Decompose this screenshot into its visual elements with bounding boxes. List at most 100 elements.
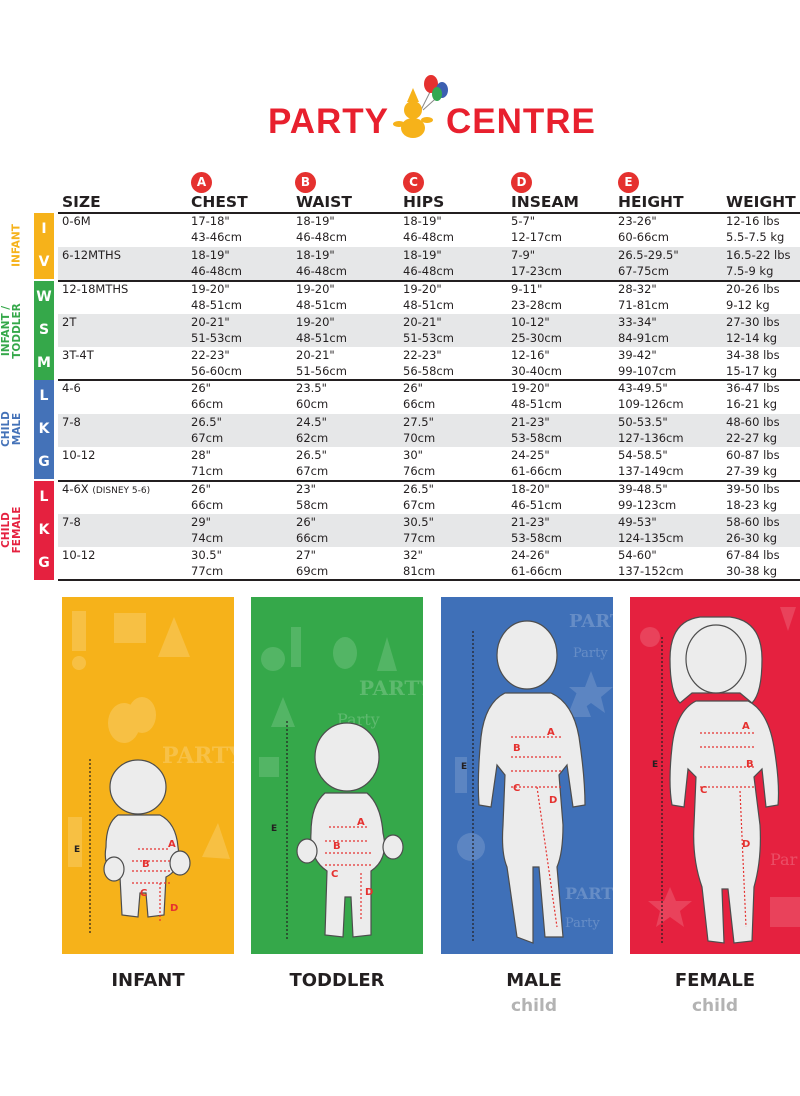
cell-inseam: 9-11" 23-28cm <box>511 282 562 312</box>
cell-inseam: 21-23" 53-58cm <box>511 515 562 545</box>
group-label-child-female: CHILD FEMALE <box>0 506 23 554</box>
cell-weight: 20-26 lbs 9-12 kg <box>726 282 780 312</box>
size-note: (DISNEY 5-6) <box>92 486 151 496</box>
group-label-infant: INFANT <box>10 224 23 267</box>
cell-waist: 26.5" 67cm <box>296 448 329 478</box>
table-row: 4-6X (DISNEY 5-6) 26" 66cm 23" 58cm 26.5" 67cm… <box>58 481 800 514</box>
figure-sub-male: child <box>510 996 557 1016</box>
cell-waist: 18-19" 46-48cm <box>296 248 347 278</box>
bear-balloons-icon <box>393 75 448 138</box>
cell-weight: 34-38 lbs 15-17 kg <box>726 348 780 378</box>
table-divider <box>58 379 800 381</box>
size-code-i: I <box>34 213 54 246</box>
header-inseam: INSEAM <box>511 193 579 211</box>
badge-inseam: D <box>511 172 532 193</box>
svg-text:D: D <box>549 795 557 806</box>
figure-label-infant: INFANT <box>111 970 185 991</box>
cell-inseam: 24-26" 61-66cm <box>511 548 562 578</box>
cell-height: 54-58.5" 137-149cm <box>618 448 684 478</box>
svg-text:A: A <box>168 839 176 850</box>
brand-word-left: PARTY <box>268 102 390 141</box>
cell-size: 6-12MTHS <box>62 248 121 262</box>
cell-waist: 19-20" 48-51cm <box>296 282 347 312</box>
table-row: 2T 20-21" 51-53cm 19-20" 48-51cm 20-21" 51-53c… <box>58 314 800 347</box>
table-row: 10-12 30.5" 77cm 27" 69cm 32" 81cm 24-26" 61-66c… <box>58 547 800 580</box>
cell-hips: 18-19" 46-48cm <box>403 248 454 278</box>
cell-height: 33-34" 84-91cm <box>618 315 669 345</box>
table-row: 4-6 26" 66cm 23.5" 60cm 26" 66cm 19-20" 48-51cm 4… <box>58 380 800 413</box>
svg-text:A: A <box>742 721 750 732</box>
cell-height: 39-42" 99-107cm <box>618 348 677 378</box>
cell-hips: 22-23" 56-58cm <box>403 348 454 378</box>
cell-inseam: 24-25" 61-66cm <box>511 448 562 478</box>
cell-size: 3T-4T <box>62 348 94 362</box>
svg-text:C: C <box>331 869 338 880</box>
size-code-l-male: L <box>34 380 54 413</box>
figure-panel-toddler: PARTY Party A B C D E <box>251 597 423 954</box>
cell-inseam: 19-20" 48-51cm <box>511 381 562 411</box>
figure-panel-female: Par A B C D E <box>630 597 800 954</box>
cell-weight: 60-87 lbs 27-39 kg <box>726 448 780 478</box>
svg-text:B: B <box>333 841 341 852</box>
header-weight: WEIGHT <box>726 193 796 211</box>
svg-text:E: E <box>652 760 658 770</box>
cell-waist: 24.5" 62cm <box>296 415 329 445</box>
svg-text:B: B <box>746 759 754 770</box>
cell-hips: 18-19" 46-48cm <box>403 214 454 244</box>
cell-inseam: 12-16" 30-40cm <box>511 348 562 378</box>
cell-hips: 30.5" 77cm <box>403 515 436 545</box>
table-row: 12-18MTHS 19-20" 48-51cm 19-20" 48-51cm 19-20… <box>58 281 800 314</box>
cell-hips: 32" 81cm <box>403 548 436 578</box>
cell-weight: 27-30 lbs 12-14 kg <box>726 315 780 345</box>
table-divider <box>58 579 800 581</box>
size-code-m: M <box>34 347 54 380</box>
group-female-bar: L K G <box>34 481 54 580</box>
cell-waist: 23.5" 60cm <box>296 381 329 411</box>
header-waist: WAIST <box>296 193 352 211</box>
svg-text:PARTY: PARTY <box>359 676 423 700</box>
svg-text:D: D <box>742 839 750 850</box>
cell-waist: 23" 58cm <box>296 482 329 512</box>
badge-chest: A <box>191 172 212 193</box>
cell-height: 23-26" 60-66cm <box>618 214 669 244</box>
table-row: 10-12 28" 71cm 26.5" 67cm 30" 76cm 24-25" 61-66c… <box>58 447 800 480</box>
svg-text:PARTY: PARTY <box>565 884 613 903</box>
header-hips: HIPS <box>403 193 445 211</box>
cell-size: 7-8 <box>62 415 81 429</box>
svg-text:Party: Party <box>573 646 608 661</box>
cell-hips: 19-20" 48-51cm <box>403 282 454 312</box>
svg-text:C: C <box>700 785 707 796</box>
badge-hips: C <box>403 172 424 193</box>
svg-text:B: B <box>142 859 150 870</box>
svg-text:C: C <box>140 888 147 899</box>
table-divider <box>58 280 800 282</box>
cell-weight: 48-60 lbs 22-27 kg <box>726 415 780 445</box>
cell-size: 10-12 <box>62 548 96 562</box>
figure-label-female: FEMALE <box>674 970 756 991</box>
figure-panel-infant: PARTY A B C D E <box>62 597 234 954</box>
cell-waist: 27" 69cm <box>296 548 329 578</box>
figure-label-male: MALE <box>506 970 562 991</box>
cell-chest: 22-23" 56-60cm <box>191 348 242 378</box>
svg-text:B: B <box>513 743 521 754</box>
cell-weight: 36-47 lbs 16-21 kg <box>726 381 780 411</box>
table-row: 0-6M 17-18" 43-46cm 18-19" 46-48cm 18-19" 46-4… <box>58 213 800 246</box>
cell-chest: 20-21" 51-53cm <box>191 315 242 345</box>
cell-chest: 29" 74cm <box>191 515 224 545</box>
brand-logo: PARTY CENTRE <box>0 70 800 150</box>
male-child-silhouette: PARTY Party PARTY Party A B C D E <box>455 611 613 944</box>
svg-text:PARTY: PARTY <box>569 611 613 632</box>
cell-size: 7-8 <box>62 515 81 529</box>
cell-chest: 26" 66cm <box>191 482 224 512</box>
size-code-g-female: G <box>34 547 54 580</box>
female-child-silhouette: Par A B C D E <box>640 607 800 944</box>
size-code-v: V <box>34 246 54 279</box>
size-code-w: W <box>34 281 54 314</box>
group-male-bar: L K G <box>34 380 54 479</box>
size-code-k-male: K <box>34 413 54 446</box>
cell-height: 28-32" 71-81cm <box>618 282 669 312</box>
size-code-g-male: G <box>34 446 54 479</box>
cell-size: 12-18MTHS <box>62 282 129 296</box>
svg-text:Party: Party <box>565 916 600 931</box>
cell-height: 43-49.5" 109-126cm <box>618 381 684 411</box>
